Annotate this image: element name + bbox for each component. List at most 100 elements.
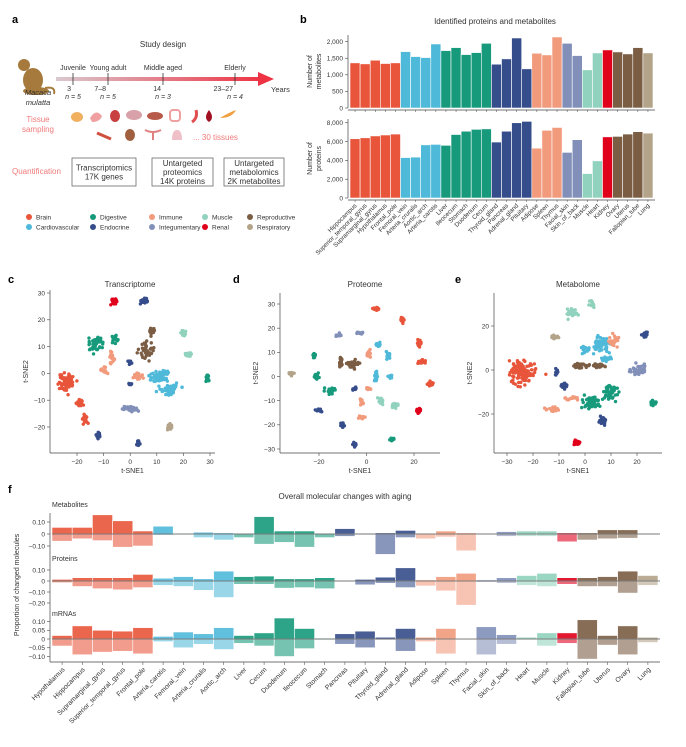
bar-down-adrenal_gland [395, 533, 416, 538]
cluster-immune [131, 371, 145, 381]
y-axis-label: proteins [316, 146, 323, 171]
bar-down-frontal_pole [132, 638, 154, 655]
point [109, 350, 114, 354]
y-tick-label: 0 [41, 636, 45, 643]
bar-up-liver [233, 576, 255, 582]
point [65, 383, 69, 388]
point [522, 376, 526, 380]
point [395, 403, 400, 407]
bar-up-frontal_pole [132, 530, 154, 535]
cluster-endocrine [126, 359, 134, 367]
x-axis-label: t-SNE1 [567, 468, 590, 475]
legend-item-immune: Immune [149, 214, 183, 222]
omics-box-text: Transcriptomics [76, 164, 132, 173]
cluster-digestive [388, 436, 396, 443]
bar-down-thyroid_gland [374, 533, 396, 555]
point [600, 416, 604, 420]
bar-down-superior_temporal_gyrus [112, 533, 134, 548]
point [422, 360, 427, 365]
bar-down-uterus [597, 533, 618, 540]
legend-label: Reproductive [257, 215, 296, 222]
point [596, 333, 600, 338]
omics-box [151, 157, 214, 187]
point [135, 351, 139, 355]
bar-supramarginal_gyrus [369, 135, 381, 199]
point [97, 435, 101, 439]
bar-fallopian_tube [632, 131, 644, 199]
chart-title: Proteome [348, 280, 383, 289]
y-tick-label: −0.10 [29, 589, 46, 596]
point [322, 386, 327, 390]
bar-down-pancreas [334, 638, 356, 645]
point [386, 353, 390, 357]
bar-up-pituitary [354, 630, 376, 640]
point [112, 301, 117, 305]
legend-item-brain: Brain [26, 214, 52, 222]
y-tick-label: 30 [268, 301, 276, 308]
point [562, 387, 567, 391]
point [532, 362, 537, 366]
point [514, 365, 518, 369]
bar-down-cecum [253, 533, 275, 545]
point [587, 363, 592, 367]
bar-hippocampus [349, 62, 361, 109]
point [580, 405, 584, 410]
point [98, 340, 102, 344]
panel-c-scatter: c Transcriptome −20 −10 0 10 20 30 −20 −10 0 10 20 30… [8, 274, 215, 475]
y-tick-label: 20 [482, 323, 490, 330]
point [604, 393, 608, 397]
cluster-integumentary [627, 361, 647, 377]
bar-up-facial_skin [475, 626, 497, 640]
subplot-metabolites: Metabolites 0.10 0 −0.10 [29, 502, 660, 555]
bar-spleen [541, 54, 553, 109]
y-tick-label: −20 [478, 411, 489, 418]
subplot-1: 0 2,000 4,000 6,000 8,000 Number of proteins [307, 119, 655, 202]
x-tick-label: Uterus [593, 666, 613, 686]
point [612, 343, 616, 348]
point [98, 345, 102, 349]
point [354, 443, 358, 447]
legend-label: Muscle [212, 215, 233, 222]
y-axis-label: t-SNE2 [253, 362, 260, 385]
bar-up-hypothalamus [51, 635, 73, 640]
point [103, 365, 108, 369]
point [128, 382, 133, 387]
point [329, 388, 333, 392]
bar-down-skin_of_back [496, 638, 517, 645]
heart-icon [110, 110, 120, 122]
species-epithet: mulatta [26, 98, 51, 107]
bar-down-ileocecum [294, 533, 315, 548]
point [613, 393, 618, 397]
cluster-digestive [110, 333, 120, 346]
point [160, 373, 165, 378]
bar-uterus [622, 53, 634, 109]
point [136, 441, 140, 445]
bar-up-spleen [435, 628, 457, 640]
point [389, 436, 393, 440]
x-tick-label: Pancreas [324, 666, 350, 692]
bar-down-supramarginal_gyrus [92, 580, 113, 589]
point [316, 371, 320, 375]
point [145, 352, 149, 357]
bar-down-aortic_arch [213, 638, 235, 650]
bar-hypothalamus [379, 134, 391, 199]
point [149, 334, 153, 338]
y-tick-label: −30 [264, 446, 275, 453]
bar-down-supramarginal_gyrus [92, 533, 113, 541]
point [530, 372, 535, 376]
bar-kidney [602, 136, 613, 199]
y-tick-label: 20 [38, 317, 46, 324]
x-tick-label: Liver [233, 666, 249, 682]
point [399, 318, 403, 322]
muscle-icon [96, 131, 112, 141]
cluster-cardiovascular [372, 369, 380, 383]
x-axis-label: t-SNE1 [349, 468, 372, 475]
bar-up-duodenum [273, 530, 295, 535]
panel-label-c: c [8, 274, 14, 286]
cluster-reproductive [135, 339, 156, 363]
y-tick-label: −0.10 [29, 543, 46, 550]
point [573, 365, 578, 370]
point [554, 370, 558, 374]
bar-up-cecum [253, 516, 275, 535]
bar-down-frontal_pole [132, 580, 154, 588]
